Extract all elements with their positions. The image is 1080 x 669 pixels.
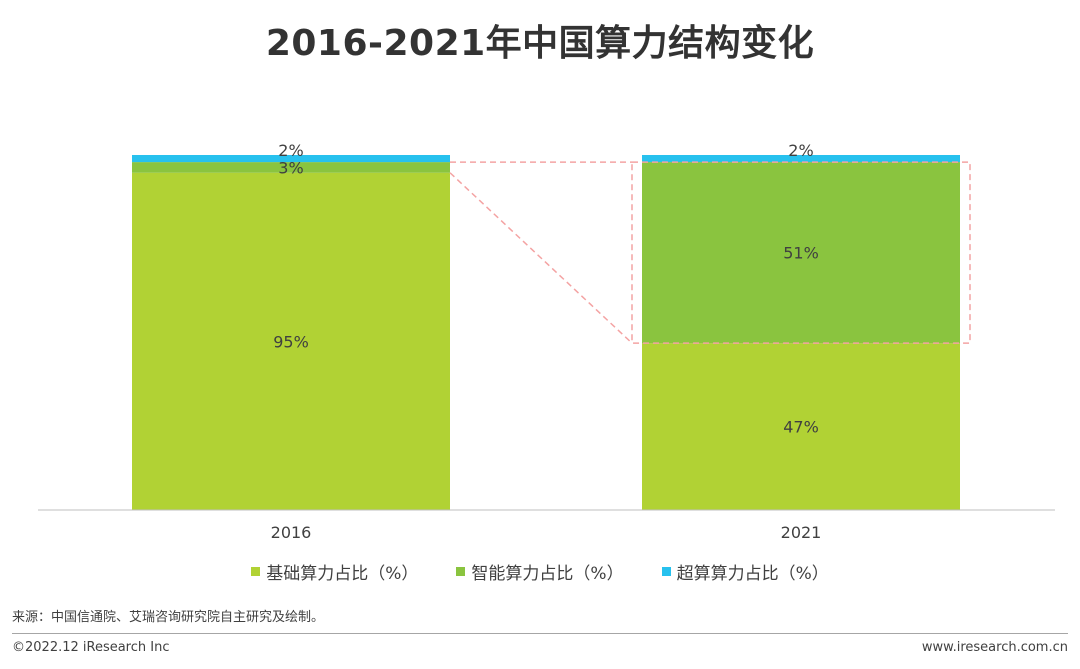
x-tick-label-2021: 2021 bbox=[781, 523, 822, 542]
data-label-2021-1: 47% bbox=[783, 418, 819, 437]
data-label-2021-3: 2% bbox=[788, 141, 813, 160]
bars-layer bbox=[132, 155, 960, 510]
x-tick-labels: 2016 2021 bbox=[271, 523, 822, 542]
source-note: 来源：中国信通院、艾瑞咨询研究院自主研究及绘制。 bbox=[12, 610, 325, 625]
bar-segment-2021-2 bbox=[642, 162, 960, 344]
bar-segment-2021-3 bbox=[642, 155, 960, 163]
bar-segment-2016-2 bbox=[132, 162, 450, 173]
bar-segment-2016-3 bbox=[132, 155, 450, 163]
legend-label-1: 基础算力占比（%） bbox=[266, 564, 419, 584]
data-label-2016-2: 3% bbox=[278, 158, 303, 177]
legend-swatch-2 bbox=[456, 567, 466, 576]
legend-item-1: 基础算力占比（%） bbox=[251, 559, 418, 584]
data-label-2016-1: 95% bbox=[273, 332, 309, 351]
chart-title: 2016-2021年中国算力结构变化 bbox=[265, 23, 815, 64]
bar-segment-2021-1 bbox=[642, 343, 960, 510]
legend-item-3: 超算算力占比（%） bbox=[661, 559, 829, 584]
x-tick-label-2016: 2016 bbox=[271, 523, 312, 542]
footer-divider bbox=[12, 633, 1068, 634]
bar-segment-2016-1 bbox=[132, 172, 450, 510]
legend-item-2: 智能算力占比（%） bbox=[456, 559, 624, 584]
highlight-connector-bottom bbox=[449, 172, 633, 344]
legend: 基础算力占比（%） 智能算力占比（%） 超算算力占比（%） bbox=[0, 559, 1080, 584]
highlight-layer bbox=[449, 161, 971, 344]
website-text: www.iresearch.com.cn bbox=[921, 640, 1068, 655]
data-label-2021-2: 51% bbox=[783, 244, 819, 263]
legend-swatch-3 bbox=[661, 567, 671, 576]
legend-swatch-1 bbox=[251, 567, 261, 576]
data-label-2016-3: 2% bbox=[278, 141, 303, 160]
data-labels-layer: 95%3%2%47%51%2% bbox=[273, 141, 819, 437]
legend-label-2: 智能算力占比（%） bbox=[471, 564, 624, 584]
legend-label-3: 超算算力占比（%） bbox=[676, 564, 829, 584]
copyright-text: ©2022.12 iResearch Inc bbox=[12, 640, 170, 655]
